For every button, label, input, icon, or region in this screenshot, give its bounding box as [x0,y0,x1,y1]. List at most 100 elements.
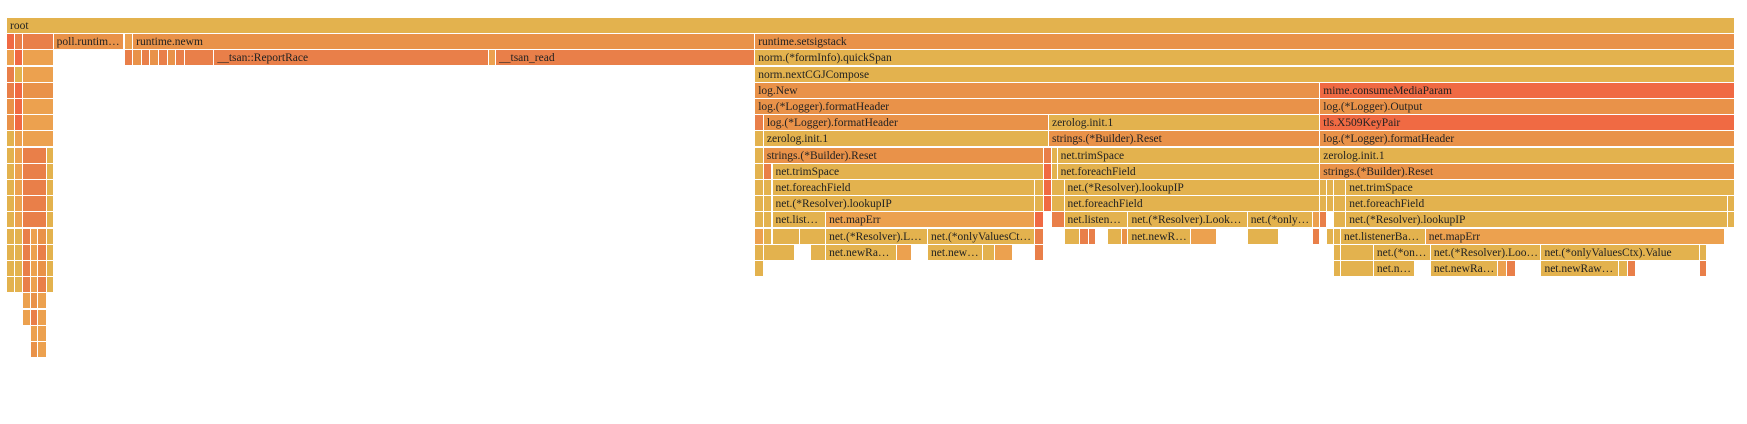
frame-poll-runtime-pollwait[interactable]: poll.runtime_pollWait [53,34,125,51]
frame-net-resolver-lookupip[interactable]: net.(*Resolver).lookupIP [772,196,1036,213]
frame-unlabeled[interactable] [46,147,54,164]
frame-unlabeled[interactable] [810,244,827,261]
frame-net-newrawconn[interactable]: net.newRawConn [1541,261,1620,277]
frame-unlabeled[interactable] [1327,196,1335,213]
frame-unlabeled[interactable] [1052,147,1058,164]
frame-unlabeled[interactable] [763,228,773,245]
frame-unlabeled[interactable] [7,261,15,277]
frame-unlabeled[interactable] [763,180,773,196]
frame-mime-consumemediaparam[interactable]: mime.consumeMediaParam [1320,82,1735,99]
frame-net-resolver-lookupip[interactable]: net.(*Resolver).LookupIP [826,228,928,245]
frame-unlabeled[interactable] [14,66,23,83]
frame-unlabeled[interactable] [22,244,32,261]
frame-net-foreachfield[interactable]: net.foreachField [1064,196,1321,213]
frame-tsan-reportrace[interactable]: __tsan::ReportRace [214,50,490,67]
frame-unlabeled[interactable] [1327,180,1335,196]
frame-unlabeled[interactable] [14,244,23,261]
frame-norm-nextcgjcompose[interactable]: norm.nextCGJCompose [755,66,1735,83]
frame-unlabeled[interactable] [22,115,54,132]
frame-unlabeled[interactable] [46,180,54,196]
frame-unlabeled[interactable] [22,261,32,277]
frame-unlabeled[interactable] [755,244,764,261]
frame-unlabeled[interactable] [1080,228,1089,245]
frame-zerolog-init-1[interactable]: zerolog.init.1 [763,131,1049,148]
frame-unlabeled[interactable] [22,66,54,83]
frame-unlabeled[interactable] [7,50,15,67]
frame-unlabeled[interactable] [14,82,23,99]
frame-unlabeled[interactable] [1327,228,1335,245]
frame-unlabeled[interactable] [14,212,23,229]
frame-unlabeled[interactable] [38,228,47,245]
frame-unlabeled[interactable] [1619,261,1628,277]
frame-log-logger-formatheader[interactable]: log.(*Logger).formatHeader [763,115,1049,132]
frame-net-foreachfield[interactable]: net.foreachField [1057,163,1321,180]
frame-unlabeled[interactable] [176,50,185,67]
frame-net-newrawconn[interactable]: net.newRawConn [928,244,984,261]
frame-unlabeled[interactable] [38,244,47,261]
frame-unlabeled[interactable] [7,34,15,51]
frame-unlabeled[interactable] [1313,228,1321,245]
frame-unlabeled[interactable] [1107,228,1122,245]
frame-runtime-setsigstack[interactable]: runtime.setsigstack [755,34,1735,51]
frame-net-onlyvaluesctx-value[interactable]: net.(*onlyValuesCtx).Value [1541,244,1701,261]
frame-unlabeled[interactable] [14,147,23,164]
frame-net-newrawconn[interactable]: net.newRawConn [826,244,897,261]
frame-unlabeled[interactable] [14,163,23,180]
frame-unlabeled[interactable] [22,34,54,51]
frame-net-resolver-lookupip[interactable]: net.(*Resolver).LookupIP [1128,212,1248,229]
frame-net-foreachfield[interactable]: net.foreachField [1346,196,1729,213]
frame-strings-builder-reset[interactable]: strings.(*Builder).Reset [1320,163,1735,180]
frame-unlabeled[interactable] [1506,261,1516,277]
frame-unlabeled[interactable] [38,309,47,326]
frame-unlabeled[interactable] [150,50,160,67]
frame-unlabeled[interactable] [133,50,142,67]
frame-unlabeled[interactable] [763,212,773,229]
frame-net-resolver-lookupip[interactable]: net.(*Resolver).lookupIP [1064,180,1321,196]
frame-unlabeled[interactable] [1728,212,1735,229]
frame-unlabeled[interactable] [46,228,54,245]
frame-log-logger-formatheader[interactable]: log.(*Logger).formatHeader [1320,131,1735,148]
frame-unlabeled[interactable] [38,342,47,358]
frame-strings-builder-reset[interactable]: strings.(*Builder).Reset [1048,131,1321,148]
frame-norm-forminfo-quickspan[interactable]: norm.(*formInfo).quickSpan [755,50,1735,67]
frame-unlabeled[interactable] [1043,196,1053,213]
frame-net-newrawconn[interactable]: net.newRawConn [1373,261,1416,277]
frame-unlabeled[interactable] [1088,228,1096,245]
frame-unlabeled[interactable] [1313,212,1321,229]
frame-unlabeled[interactable] [167,50,177,67]
frame-strings-builder-reset[interactable]: strings.(*Builder).Reset [763,147,1044,164]
frame-unlabeled[interactable] [7,131,15,148]
frame-unlabeled[interactable] [141,50,151,67]
frame-unlabeled[interactable] [1247,228,1279,245]
frame-log-logger-formatheader[interactable]: log.(*Logger).formatHeader [755,99,1321,115]
frame-unlabeled[interactable] [1035,196,1044,213]
frame-unlabeled[interactable] [22,82,54,99]
frame-unlabeled[interactable] [7,66,15,83]
frame-unlabeled[interactable] [46,196,54,213]
frame-unlabeled[interactable] [983,244,996,261]
frame-net-onlyvaluesctx-value[interactable]: net.(*onlyValuesCtx).Value [928,228,1036,245]
frame-net-resolver-lookupip[interactable]: net.(*Resolver).LookupIP [1430,244,1542,261]
frame-net-resolver-lookupip[interactable]: net.(*Resolver).lookupIP [1346,212,1729,229]
frame-unlabeled[interactable] [22,277,32,294]
frame-unlabeled[interactable] [14,196,23,213]
frame-unlabeled[interactable] [1334,180,1347,196]
frame-unlabeled[interactable] [1334,196,1347,213]
frame-unlabeled[interactable] [1190,228,1217,245]
frame-unlabeled[interactable] [31,293,39,310]
frame-unlabeled[interactable] [31,309,39,326]
frame-unlabeled[interactable] [22,163,47,180]
frame-unlabeled[interactable] [31,277,39,294]
frame-unlabeled[interactable] [22,50,54,67]
frame-unlabeled[interactable] [7,99,15,115]
frame-net-onlyvaluesctx-value[interactable]: net.(*onlyValuesCtx).Value [1247,212,1314,229]
frame-unlabeled[interactable] [46,261,54,277]
frame-net-listenerbacklog[interactable]: net.listenerBacklog [1064,212,1129,229]
frame-unlabeled[interactable] [1035,244,1044,261]
frame-unlabeled[interactable] [755,147,764,164]
frame-unlabeled[interactable] [22,147,47,164]
frame-unlabeled[interactable] [1035,212,1044,229]
frame-unlabeled[interactable] [755,261,764,277]
frame-unlabeled[interactable] [22,99,54,115]
frame-unlabeled[interactable] [1035,180,1044,196]
